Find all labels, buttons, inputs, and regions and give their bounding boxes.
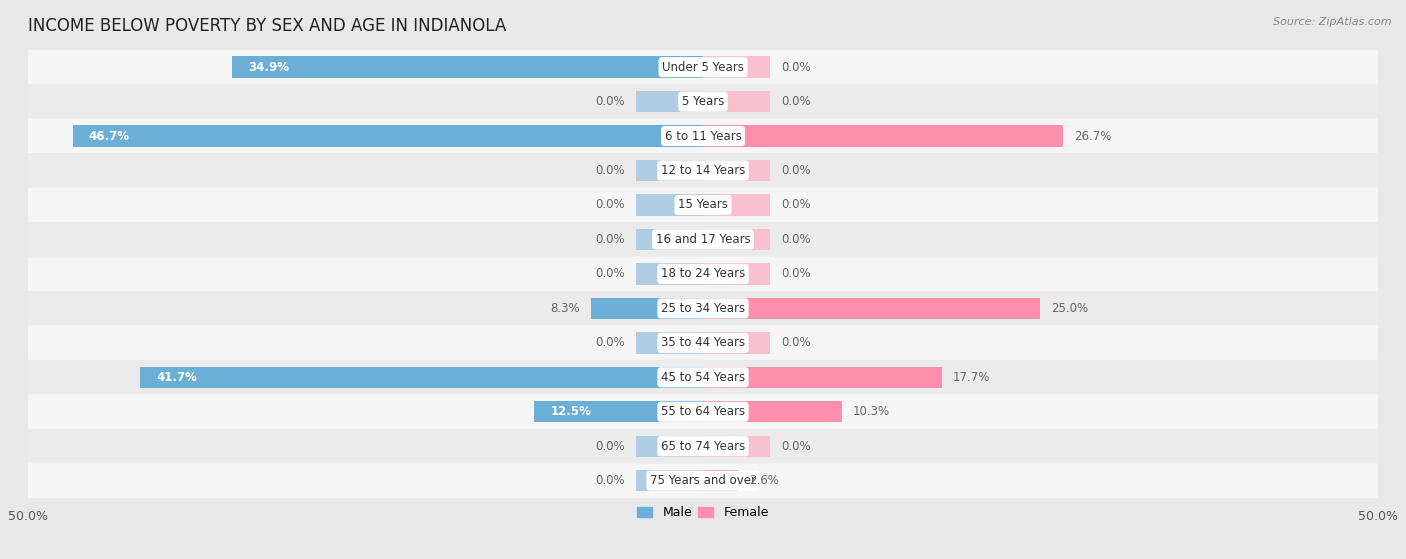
Text: 0.0%: 0.0% [595,267,624,281]
Bar [636,435,703,457]
Text: 41.7%: 41.7% [156,371,197,384]
Text: 0.0%: 0.0% [782,164,811,177]
Bar [703,298,1040,319]
FancyBboxPatch shape [21,463,1385,498]
Bar [73,125,703,146]
FancyBboxPatch shape [21,188,1385,222]
Bar [636,91,703,112]
Text: 6 to 11 Years: 6 to 11 Years [665,130,741,143]
FancyBboxPatch shape [21,291,1385,326]
FancyBboxPatch shape [21,222,1385,257]
Bar [636,160,703,181]
Bar [703,435,770,457]
Text: 0.0%: 0.0% [595,198,624,211]
FancyBboxPatch shape [21,394,1385,429]
FancyBboxPatch shape [21,325,1385,360]
Text: 15 Years: 15 Years [678,198,728,211]
FancyBboxPatch shape [21,119,1385,154]
Bar [636,470,703,491]
Bar [703,125,1063,146]
Bar [703,367,942,388]
Bar [703,195,770,216]
Text: 0.0%: 0.0% [595,337,624,349]
Text: 8.3%: 8.3% [551,302,581,315]
Text: Source: ZipAtlas.com: Source: ZipAtlas.com [1274,17,1392,27]
Bar [534,401,703,423]
Text: 25 to 34 Years: 25 to 34 Years [661,302,745,315]
Text: 0.0%: 0.0% [595,233,624,246]
Text: Under 5 Years: Under 5 Years [662,60,744,74]
Bar [703,91,770,112]
Text: 0.0%: 0.0% [595,474,624,487]
Bar [703,332,770,353]
FancyBboxPatch shape [21,360,1385,395]
Text: 25.0%: 25.0% [1052,302,1088,315]
FancyBboxPatch shape [21,429,1385,463]
Text: 18 to 24 Years: 18 to 24 Years [661,267,745,281]
FancyBboxPatch shape [21,257,1385,291]
Text: 34.9%: 34.9% [247,60,290,74]
Text: 0.0%: 0.0% [782,198,811,211]
Bar [703,56,770,78]
Text: 65 to 74 Years: 65 to 74 Years [661,440,745,453]
Text: 26.7%: 26.7% [1074,130,1112,143]
Text: 0.0%: 0.0% [782,95,811,108]
Text: 12.5%: 12.5% [551,405,592,418]
Text: 0.0%: 0.0% [782,60,811,74]
Text: 2.6%: 2.6% [749,474,779,487]
Text: 5 Years: 5 Years [682,95,724,108]
Bar [636,195,703,216]
Bar [636,229,703,250]
Text: 16 and 17 Years: 16 and 17 Years [655,233,751,246]
Text: 46.7%: 46.7% [89,130,129,143]
Text: 10.3%: 10.3% [853,405,890,418]
Bar [703,470,738,491]
Text: 0.0%: 0.0% [782,440,811,453]
Text: 75 Years and over: 75 Years and over [650,474,756,487]
Text: 0.0%: 0.0% [782,267,811,281]
Bar [703,160,770,181]
Text: 45 to 54 Years: 45 to 54 Years [661,371,745,384]
FancyBboxPatch shape [21,153,1385,188]
Text: 0.0%: 0.0% [595,95,624,108]
Bar [703,401,842,423]
FancyBboxPatch shape [21,50,1385,84]
Text: 35 to 44 Years: 35 to 44 Years [661,337,745,349]
Bar [636,263,703,285]
Text: 12 to 14 Years: 12 to 14 Years [661,164,745,177]
Text: 0.0%: 0.0% [595,440,624,453]
Text: 0.0%: 0.0% [782,233,811,246]
Bar [591,298,703,319]
Bar [636,332,703,353]
Bar [232,56,703,78]
Text: 0.0%: 0.0% [595,164,624,177]
Bar [703,229,770,250]
Text: 0.0%: 0.0% [782,337,811,349]
Text: 17.7%: 17.7% [953,371,990,384]
Bar [141,367,703,388]
Legend: Male, Female: Male, Female [633,501,773,524]
Text: INCOME BELOW POVERTY BY SEX AND AGE IN INDIANOLA: INCOME BELOW POVERTY BY SEX AND AGE IN I… [28,17,506,35]
Bar [703,263,770,285]
Text: 55 to 64 Years: 55 to 64 Years [661,405,745,418]
FancyBboxPatch shape [21,84,1385,119]
